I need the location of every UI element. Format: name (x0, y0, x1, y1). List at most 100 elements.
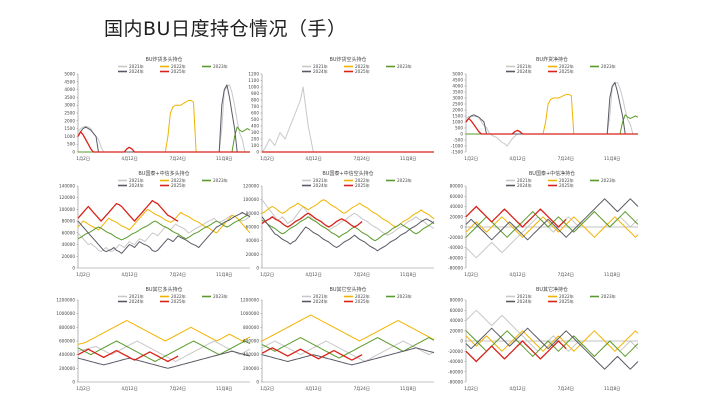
legend-label-2025: 2025年 (355, 68, 370, 75)
x-tick-label: 1月2日 (464, 272, 478, 278)
y-tick-label: 5000 (452, 72, 463, 77)
legend-label-2021: 2021年 (517, 177, 532, 184)
y-tick-label: 0 (72, 266, 75, 271)
legend-label-2022: 2022年 (355, 63, 370, 70)
x-tick-label: 1月2日 (464, 156, 478, 162)
chart-panel-3: BU炸货净持仓 2021年 2022年 2023年 2024年 2025年 -1500-10… (451, 56, 639, 162)
legend-label-2021: 2021年 (129, 63, 144, 70)
y-tick-label: 0 (460, 225, 463, 230)
y-tick-label: 40000 (62, 242, 76, 247)
x-tick-label: 1月2日 (260, 386, 274, 392)
y-tick-label: 4000 (64, 87, 75, 92)
y-tick-label: 500 (251, 117, 259, 122)
y-tick-label: 3500 (64, 95, 75, 100)
chart-title: BU炸货净持仓 (536, 56, 568, 63)
x-tick-label: 11月8日 (216, 272, 232, 278)
y-tick-label: 0 (460, 132, 463, 137)
y-tick-label: 20000 (450, 328, 464, 333)
y-tick-label: 40000 (246, 238, 260, 243)
y-tick-label: 2000 (452, 108, 463, 113)
series-line-2023 (78, 126, 251, 153)
series-line-2023 (261, 216, 435, 242)
y-tick-label: 400000 (59, 352, 75, 357)
legend-label-2023: 2023年 (213, 177, 228, 184)
legend-label-2022: 2022年 (171, 63, 186, 70)
y-tick-label: 80000 (246, 211, 260, 216)
legend-label-2022: 2022年 (559, 63, 574, 70)
series-line-2025 (261, 212, 363, 228)
x-tick-label: 7月24日 (558, 272, 574, 278)
y-tick-label: 3500 (452, 90, 463, 95)
y-tick-label: 3000 (452, 96, 463, 101)
series-line-2023 (77, 340, 251, 362)
x-tick-label: 4月12日 (305, 156, 321, 162)
y-tick-label: 4500 (452, 78, 463, 83)
y-tick-label: 500 (67, 142, 75, 147)
legend-label-2024: 2024年 (517, 182, 532, 189)
legend-label-2025: 2025年 (355, 182, 370, 189)
series-line-2024 (465, 327, 639, 370)
series-line-2021 (77, 214, 251, 253)
x-tick-label: 4月12日 (121, 156, 137, 162)
legend-label-2023: 2023年 (397, 293, 412, 300)
legend-label-2021: 2021年 (517, 293, 532, 300)
chart-title: BU国泰+中信多头持仓 (138, 170, 189, 177)
y-tick-label: 200 (251, 137, 259, 142)
legend-label-2022: 2022年 (171, 177, 186, 184)
y-tick-label: 1500 (64, 126, 75, 131)
y-tick-label: 3000 (64, 103, 75, 108)
y-tick-label: 40000 (450, 318, 464, 323)
chart-title: BU炸货空头持仓 (329, 56, 366, 63)
series-line-2023 (261, 337, 435, 359)
series-line-2023 (465, 211, 639, 238)
chart-title: BU其它多头持仓 (145, 286, 182, 293)
series-line-2022 (261, 314, 435, 342)
x-tick-label: 1月2日 (76, 386, 90, 392)
legend-label-2025: 2025年 (559, 68, 574, 75)
y-tick-label: 1000000 (240, 311, 259, 316)
chart-title: BU其它空头持仓 (329, 286, 366, 293)
x-tick-label: 1月2日 (76, 272, 90, 278)
series-line-2025 (465, 117, 638, 135)
y-tick-label: 900 (251, 91, 259, 96)
y-tick-label: 600000 (59, 339, 75, 344)
series-line-2022 (465, 330, 639, 352)
legend-label-2025: 2025年 (559, 182, 574, 189)
y-tick-label: 700 (251, 104, 259, 109)
y-tick-label: 1000000 (56, 311, 75, 316)
legend-label-2021: 2021年 (313, 293, 328, 300)
x-tick-label: 7月24日 (354, 272, 370, 278)
legend-label-2025: 2025年 (171, 298, 186, 305)
y-tick-label: 4500 (64, 79, 75, 84)
x-tick-label: 1月2日 (76, 156, 90, 162)
y-tick-label: 4000 (452, 84, 463, 89)
y-tick-label: -500 (453, 138, 463, 143)
y-tick-label: -1500 (451, 150, 464, 155)
series-line-2022 (77, 208, 251, 234)
y-tick-label: 60000 (450, 308, 464, 313)
legend-label-2024: 2024年 (313, 68, 328, 75)
x-tick-label: 11月8日 (400, 386, 416, 392)
series-line-2022 (465, 216, 639, 238)
series-line-2024 (261, 216, 435, 252)
legend-label-2024: 2024年 (129, 298, 144, 305)
y-tick-label: 2500 (452, 102, 463, 107)
x-tick-label: 11月8日 (400, 272, 416, 278)
y-tick-label: -40000 (448, 359, 463, 364)
y-tick-label: 1200000 (56, 298, 75, 303)
x-tick-label: 11月8日 (604, 272, 620, 278)
y-tick-label: -20000 (448, 235, 463, 240)
y-tick-label: 20000 (246, 252, 260, 257)
legend-label-2024: 2024年 (517, 68, 532, 75)
y-tick-label: 0 (256, 150, 259, 155)
y-tick-label: 60000 (62, 230, 76, 235)
series-line-2024 (77, 350, 251, 369)
x-tick-label: 11月8日 (216, 156, 232, 162)
y-tick-label: 20000 (62, 254, 76, 259)
legend-label-2025: 2025年 (171, 68, 186, 75)
